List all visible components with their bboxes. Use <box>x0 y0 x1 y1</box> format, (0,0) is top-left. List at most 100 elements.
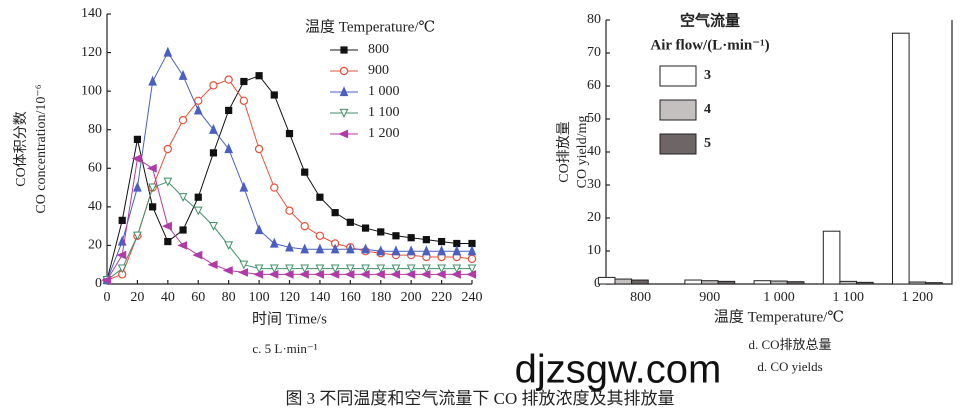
marker <box>118 216 126 224</box>
x-tick-label: 60 <box>191 290 205 305</box>
legend-label: 4 <box>704 102 711 117</box>
x-tick-label: 200 <box>401 290 422 305</box>
marker <box>225 106 233 115</box>
marker <box>255 72 263 80</box>
marker <box>178 69 188 80</box>
legend-label: 1 000 <box>368 84 400 99</box>
series-line <box>106 157 472 281</box>
marker <box>344 269 355 279</box>
marker <box>329 269 340 279</box>
marker <box>224 143 234 154</box>
marker <box>194 193 202 201</box>
marker <box>131 154 142 164</box>
marker <box>361 264 370 274</box>
marker <box>300 264 310 274</box>
marker <box>239 181 249 192</box>
marker <box>301 168 309 176</box>
marker <box>161 221 172 231</box>
legend-swatch <box>659 65 697 87</box>
x-tick-label: 100 <box>249 290 270 305</box>
legend-label: 1 100 <box>368 105 400 120</box>
y-tick-label: 40 <box>587 144 601 159</box>
marker <box>406 264 416 274</box>
marker <box>339 66 349 76</box>
marker <box>298 269 309 279</box>
marker <box>338 129 349 139</box>
y-tick-label: 80 <box>587 12 601 27</box>
marker <box>331 209 339 217</box>
legend-title: Air flow/(L·min⁻¹) <box>650 37 769 53</box>
y-tick-label: 10 <box>587 243 601 258</box>
x-tick-label: 160 <box>340 290 361 305</box>
marker <box>391 245 401 256</box>
marker <box>239 260 249 270</box>
marker <box>117 264 127 274</box>
marker <box>391 264 401 274</box>
marker <box>345 243 355 254</box>
marker <box>224 75 233 84</box>
marker <box>116 250 127 260</box>
marker <box>466 269 477 279</box>
marker <box>453 239 461 248</box>
chart-caption: d. CO排放总量 <box>748 337 831 352</box>
y-tick-label: 0 <box>594 276 601 291</box>
marker <box>283 269 294 279</box>
marker <box>361 243 370 254</box>
marker <box>179 226 187 234</box>
marker <box>178 115 188 125</box>
marker <box>390 269 401 279</box>
marker <box>315 264 325 274</box>
y-tick-label: 50 <box>587 111 601 126</box>
marker <box>209 81 218 90</box>
marker <box>146 163 157 173</box>
marker <box>270 183 279 192</box>
marker <box>285 241 294 252</box>
x-tick-label: 1 000 <box>763 290 795 305</box>
y-axis-label: CO concentration/10⁻⁶ <box>34 84 49 213</box>
bar <box>822 230 841 285</box>
marker <box>148 75 157 86</box>
legend-title: 空气流量 <box>680 11 740 29</box>
x-tick-label: 240 <box>462 290 483 305</box>
x-tick-label: 220 <box>431 290 452 305</box>
bar <box>770 280 788 285</box>
y-tick-label: 0 <box>95 276 102 291</box>
marker <box>405 269 416 279</box>
legend-title: 温度 Temperature/℃ <box>305 18 435 35</box>
marker <box>467 264 477 274</box>
marker <box>435 269 446 279</box>
marker <box>163 144 173 154</box>
marker <box>209 149 218 157</box>
y-axis-label: CO体积分数 <box>13 111 29 186</box>
marker <box>437 237 446 246</box>
marker <box>300 243 310 254</box>
legend-swatch <box>659 99 697 121</box>
watermark: djzsgw.com <box>515 348 722 392</box>
marker <box>452 245 462 256</box>
y-axis-label: CO yield/mg <box>575 116 590 189</box>
bar <box>908 281 927 285</box>
marker <box>468 239 476 248</box>
marker <box>269 264 279 274</box>
marker <box>177 241 188 250</box>
x-axis-label: 时间 Time/s <box>252 310 327 327</box>
legend-swatch <box>659 133 697 155</box>
marker <box>133 231 142 241</box>
marker <box>224 241 234 251</box>
marker <box>193 104 203 115</box>
marker <box>209 123 218 134</box>
x-tick-label: 20 <box>130 290 144 305</box>
bar <box>684 279 702 285</box>
marker <box>450 269 461 279</box>
marker <box>270 91 278 99</box>
marker <box>101 275 112 285</box>
marker <box>149 203 157 211</box>
marker <box>407 234 415 242</box>
bar <box>717 280 736 285</box>
y-tick-label: 120 <box>81 45 102 60</box>
marker <box>330 243 340 254</box>
marker <box>377 228 385 236</box>
legend-label: 5 <box>704 136 711 151</box>
bar <box>925 282 943 285</box>
